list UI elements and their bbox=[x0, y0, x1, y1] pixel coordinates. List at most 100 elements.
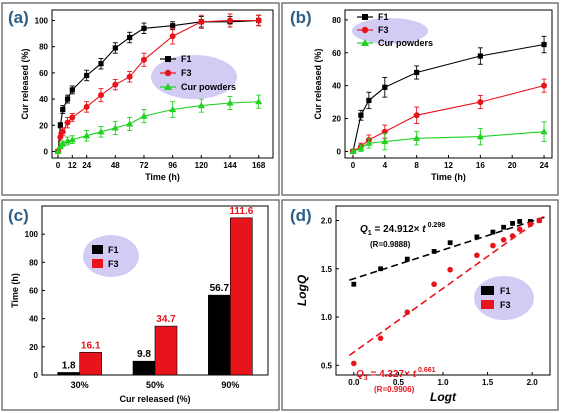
data-point-cur-powders bbox=[381, 137, 389, 145]
bar-f3 bbox=[154, 325, 178, 376]
y-tick-label: 60 bbox=[39, 69, 48, 78]
data-point-cur-powders bbox=[68, 136, 76, 143]
y-tick-label: 80 bbox=[332, 16, 341, 25]
data-point-f3 bbox=[64, 119, 71, 126]
f1-fit-r: (R=0.9888) bbox=[370, 240, 411, 249]
x-tick-label: 12 bbox=[444, 161, 453, 170]
legend-label-f1: F1 bbox=[500, 286, 511, 296]
data-point-cur-powders bbox=[365, 139, 373, 146]
y-tick-label: 0 bbox=[337, 147, 342, 156]
x-tick-label: 1.5 bbox=[482, 378, 494, 387]
legend-marker-cur bbox=[361, 39, 369, 46]
y-tick-label: 40 bbox=[29, 315, 38, 324]
data-point-f1 bbox=[141, 25, 147, 31]
data-point-cur-powders bbox=[54, 147, 62, 155]
x-tick-label: 120 bbox=[195, 161, 209, 170]
legend-swatch-f1 bbox=[92, 245, 103, 254]
y-tick-label: 80 bbox=[29, 258, 38, 267]
data-point-cur-powders bbox=[476, 133, 484, 140]
data-point-f1 bbox=[366, 97, 372, 104]
legend-label-f3: F3 bbox=[108, 259, 119, 269]
x-axis-label: Logt bbox=[430, 390, 457, 404]
y-tick-label: 80 bbox=[39, 43, 48, 52]
bar-f1 bbox=[57, 372, 80, 376]
data-point-f3 bbox=[140, 56, 147, 63]
data-point-cur-powders bbox=[140, 112, 148, 119]
data-point-f1 bbox=[98, 61, 104, 67]
x-tick-label: 144 bbox=[223, 161, 237, 170]
data-point-f3 bbox=[226, 17, 233, 24]
x-tick-label: 72 bbox=[140, 161, 149, 170]
panel-a: (a) 0 12 24 48 72 96 120 144 168 0 20 40 60 80 100 Time… bbox=[1, 2, 280, 196]
panel-b-legend-bubble bbox=[352, 18, 428, 44]
bar-value-label: 34.7 bbox=[156, 314, 176, 325]
data-point-f3 bbox=[500, 237, 507, 243]
data-point-f3 bbox=[126, 73, 133, 80]
legend-label-f3: F3 bbox=[378, 25, 389, 35]
data-point-f1 bbox=[431, 248, 437, 254]
y-tick-label: 2.0 bbox=[321, 216, 333, 225]
data-point-f1 bbox=[84, 72, 90, 79]
panel-a-marks bbox=[54, 13, 263, 155]
legend-label-cur: Cur powders bbox=[181, 82, 236, 92]
data-point-f1 bbox=[112, 45, 118, 51]
x-axis-label: Time (h) bbox=[431, 172, 466, 182]
data-point-f3 bbox=[447, 266, 453, 273]
panel-d-label: (d) bbox=[290, 206, 312, 225]
data-point-f3 bbox=[474, 252, 480, 259]
data-point-f3 bbox=[377, 335, 384, 342]
data-point-f3 bbox=[509, 233, 516, 239]
data-point-f3 bbox=[83, 103, 90, 110]
f1-fit-equation: Q1 = 24.912× t 0.298 bbox=[360, 222, 445, 237]
data-point-cur-powders bbox=[83, 132, 91, 139]
y-axis-label: Time (h) bbox=[10, 273, 20, 308]
panel-b-marks bbox=[349, 35, 548, 155]
data-point-f1 bbox=[358, 112, 364, 118]
data-point-f1 bbox=[127, 34, 133, 41]
legend-marker-f1 bbox=[165, 56, 171, 62]
data-point-f1 bbox=[404, 256, 410, 262]
legend-marker-f3 bbox=[361, 26, 369, 34]
data-point-f1 bbox=[490, 229, 496, 235]
x-tick-label: 24 bbox=[540, 161, 549, 170]
y-tick-label: 100 bbox=[25, 230, 39, 239]
data-point-f3 bbox=[255, 17, 262, 24]
data-point-cur-powders bbox=[97, 128, 105, 135]
y-tick-label: 20 bbox=[29, 343, 38, 352]
data-point-f1 bbox=[477, 53, 483, 59]
bar-f3 bbox=[230, 217, 253, 376]
x-tick-label: 20 bbox=[508, 161, 517, 170]
x-tick-label: 168 bbox=[252, 161, 266, 170]
panel-d-legend-bubble bbox=[474, 276, 534, 320]
data-point-cur-powders bbox=[126, 120, 134, 127]
x-tick-label: 0 bbox=[351, 161, 356, 170]
data-point-f1 bbox=[414, 69, 420, 76]
legend-marker-f3 bbox=[164, 69, 172, 77]
panel-d-axes: 0.0 0.5 1.0 1.5 2.0 0.5 1.0 1.5 2.0 Logt LogQ bbox=[295, 205, 551, 404]
data-point-f1 bbox=[474, 234, 480, 240]
panel-c-label: (c) bbox=[8, 206, 29, 225]
data-point-f3 bbox=[97, 92, 104, 99]
data-point-f1 bbox=[69, 87, 75, 93]
data-point-cur-powders bbox=[226, 99, 234, 106]
y-tick-label: 20 bbox=[332, 115, 341, 124]
legend-label-cur: Cur powders bbox=[378, 38, 433, 48]
data-point-cur-powders bbox=[255, 98, 263, 105]
f3-fit-equation: Q3 = 4.327× t 0.661 bbox=[356, 367, 436, 382]
panel-d-legend: F1 F3 bbox=[474, 276, 534, 320]
data-point-f1 bbox=[57, 122, 63, 128]
y-tick-label: 1.0 bbox=[321, 313, 333, 322]
data-point-cur-powders bbox=[59, 139, 67, 147]
panel-b-legend: F1 F3 Cur powders bbox=[352, 12, 433, 48]
x-tick-label: 48 bbox=[111, 161, 120, 170]
bar-value-label: 9.8 bbox=[137, 349, 151, 360]
y-tick-label: 20 bbox=[39, 121, 48, 130]
x-category-label: 30% bbox=[71, 380, 89, 390]
data-point-f1 bbox=[351, 281, 357, 287]
x-tick-label: 0.0 bbox=[348, 378, 360, 387]
y-tick-label: 60 bbox=[332, 49, 341, 58]
panel-a-label: (a) bbox=[8, 8, 29, 27]
data-point-f1 bbox=[382, 84, 388, 90]
y-tick-label: 1.5 bbox=[321, 265, 333, 274]
data-point-cur-powders bbox=[169, 105, 177, 113]
